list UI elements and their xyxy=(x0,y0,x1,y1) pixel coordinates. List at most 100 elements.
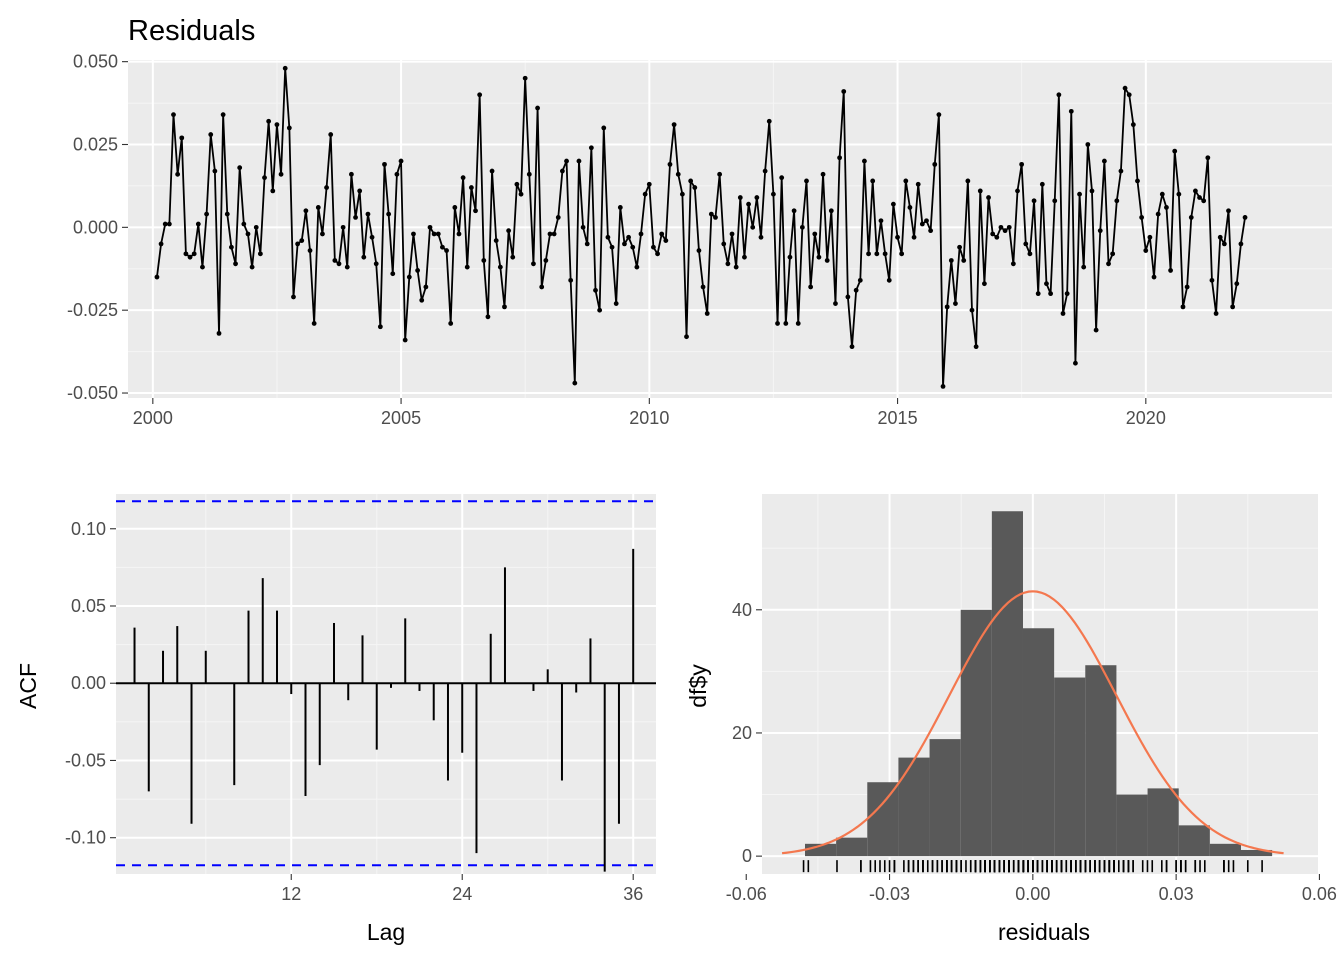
residual-point xyxy=(1110,251,1116,257)
residual-point xyxy=(204,211,209,217)
residual-point xyxy=(1052,198,1058,204)
histogram-bar xyxy=(1116,794,1148,857)
residual-point xyxy=(1077,191,1082,197)
residual-point xyxy=(973,344,979,350)
residual-point xyxy=(1126,92,1132,98)
residual-point xyxy=(1143,248,1149,253)
residual-point xyxy=(1106,261,1111,267)
residual-point xyxy=(1093,327,1099,333)
histogram-bar xyxy=(898,757,930,857)
residual-point xyxy=(766,118,772,124)
residual-point xyxy=(245,231,251,237)
residual-point xyxy=(1135,178,1140,184)
residual-point xyxy=(369,234,375,240)
residual-point xyxy=(162,221,168,227)
residual-point xyxy=(1118,168,1124,174)
residual-point xyxy=(1101,158,1107,164)
normal-density-curve xyxy=(781,590,1284,855)
residual-point xyxy=(671,122,677,128)
residual-point xyxy=(539,284,545,290)
residual-point xyxy=(377,324,383,330)
residual-point xyxy=(526,171,532,177)
residual-point xyxy=(663,238,669,244)
residual-point xyxy=(555,215,561,220)
residual-point xyxy=(1027,251,1033,257)
residual-point xyxy=(1151,274,1157,280)
residual-point xyxy=(1060,311,1066,316)
residual-point xyxy=(1230,304,1236,310)
residual-point xyxy=(468,185,474,190)
residual-point xyxy=(340,224,346,230)
residual-point xyxy=(1213,311,1219,316)
residual-point xyxy=(303,208,309,214)
histogram-bar xyxy=(867,782,899,857)
residual-point xyxy=(543,258,549,263)
residual-point xyxy=(1221,241,1227,247)
residual-point xyxy=(489,168,495,174)
residual-point xyxy=(613,301,619,306)
residual-point xyxy=(899,251,905,257)
residual-point xyxy=(1073,360,1078,366)
residual-point xyxy=(845,294,851,300)
residual-point xyxy=(1180,304,1186,310)
y-tick-label: 0.05 xyxy=(71,596,106,616)
histogram-bar xyxy=(1178,825,1210,857)
residual-point xyxy=(638,231,644,237)
residual-point xyxy=(953,301,958,306)
x-tick-label: 2005 xyxy=(381,408,421,428)
residual-point xyxy=(464,264,470,270)
residual-point xyxy=(535,105,540,111)
residual-point xyxy=(667,161,673,167)
residual-point xyxy=(704,311,710,316)
residual-point xyxy=(841,89,847,94)
residual-point xyxy=(568,277,574,283)
residual-point xyxy=(158,241,164,247)
residual-point xyxy=(634,264,640,270)
residual-point xyxy=(1068,108,1074,114)
y-tick-label: -0.10 xyxy=(65,828,106,848)
residual-point xyxy=(886,277,892,283)
residual-point xyxy=(166,221,172,227)
residual-point xyxy=(233,261,238,267)
x-tick-label: 2000 xyxy=(133,408,173,428)
residual-point xyxy=(1193,188,1198,194)
residual-point xyxy=(1159,191,1165,197)
residual-point xyxy=(440,244,445,250)
histogram-bar xyxy=(1023,628,1055,857)
residual-point xyxy=(423,284,429,290)
residual-point xyxy=(708,211,714,217)
x-tick-label: 0.06 xyxy=(1302,884,1337,904)
residual-point xyxy=(361,254,367,260)
residual-point xyxy=(510,254,516,260)
residuals-gridlines xyxy=(128,60,1332,398)
histogram-bar xyxy=(991,511,1023,857)
residual-point xyxy=(737,195,743,200)
residual-point xyxy=(320,231,325,237)
y-tick-label: -0.05 xyxy=(65,750,106,770)
residual-point xyxy=(1122,85,1128,91)
residual-point xyxy=(200,264,205,270)
residual-point xyxy=(882,251,888,257)
residual-point xyxy=(713,215,718,220)
residual-point xyxy=(857,277,863,283)
residual-point xyxy=(531,261,536,267)
residual-point xyxy=(514,181,520,187)
residual-point xyxy=(762,168,768,174)
residual-point xyxy=(195,221,201,227)
residual-point xyxy=(940,384,946,389)
residual-point xyxy=(791,208,797,214)
residual-point xyxy=(332,258,338,263)
residual-point xyxy=(622,241,627,247)
y-tick-label: 0 xyxy=(742,846,752,866)
residual-point xyxy=(1006,224,1012,230)
residual-point xyxy=(249,264,255,270)
residual-point xyxy=(771,191,776,197)
residual-point xyxy=(175,171,181,177)
residual-point xyxy=(729,231,735,237)
residual-point xyxy=(828,208,834,214)
residual-point xyxy=(444,248,449,253)
residual-point xyxy=(154,274,160,280)
residual-point xyxy=(547,231,553,237)
histogram-bar xyxy=(1085,665,1117,857)
residual-point xyxy=(270,188,276,194)
